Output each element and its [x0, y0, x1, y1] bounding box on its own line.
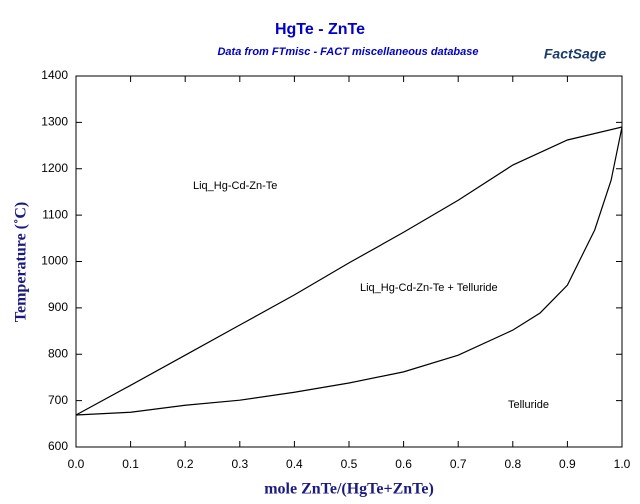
x-axis-label: mole ZnTe/(HgTe+ZnTe) — [264, 481, 434, 498]
phase-boundary — [75, 126, 623, 416]
y-tick-label: 1200 — [41, 161, 68, 175]
x-tick-label: 0.6 — [395, 457, 412, 471]
y-tick-label: 900 — [48, 300, 68, 314]
x-tick-label: 0.4 — [286, 457, 303, 471]
annotation: Liq_Hg-Cd-Zn-Te — [193, 180, 277, 192]
chart-title: HgTe - ZnTe — [275, 21, 365, 38]
x-tick-label: 0.9 — [559, 457, 576, 471]
phase-boundary — [75, 126, 623, 416]
x-tick-label: 0.0 — [68, 457, 85, 471]
x-tick-label: 0.8 — [504, 457, 521, 471]
x-tick-label: 0.3 — [231, 457, 248, 471]
y-tick-label: 1100 — [42, 207, 68, 221]
y-tick-label: 800 — [48, 346, 68, 360]
x-tick-label: 0.2 — [177, 457, 194, 471]
y-tick-label: 700 — [48, 393, 68, 407]
y-axis-label: Temperature (˚C) — [13, 202, 30, 322]
chart-subtitle: Data from FTmisc - FACT miscellaneous da… — [217, 46, 478, 58]
x-tick-label: 0.5 — [341, 457, 358, 471]
y-tick-label: 1000 — [41, 254, 68, 268]
y-tick-label: 600 — [48, 439, 68, 453]
annotation: Liq_Hg-Cd-Zn-Te + Telluride — [360, 282, 498, 294]
annotation: Telluride — [508, 399, 549, 411]
plot-frame — [75, 75, 623, 448]
x-tick-label: 1.0 — [614, 457, 631, 471]
x-tick-label: 0.1 — [122, 457, 139, 471]
y-tick-label: 1300 — [41, 115, 68, 129]
x-tick-label: 0.7 — [450, 457, 467, 471]
y-tick-label: 1400 — [41, 68, 68, 82]
logo: FactSage — [544, 46, 606, 62]
